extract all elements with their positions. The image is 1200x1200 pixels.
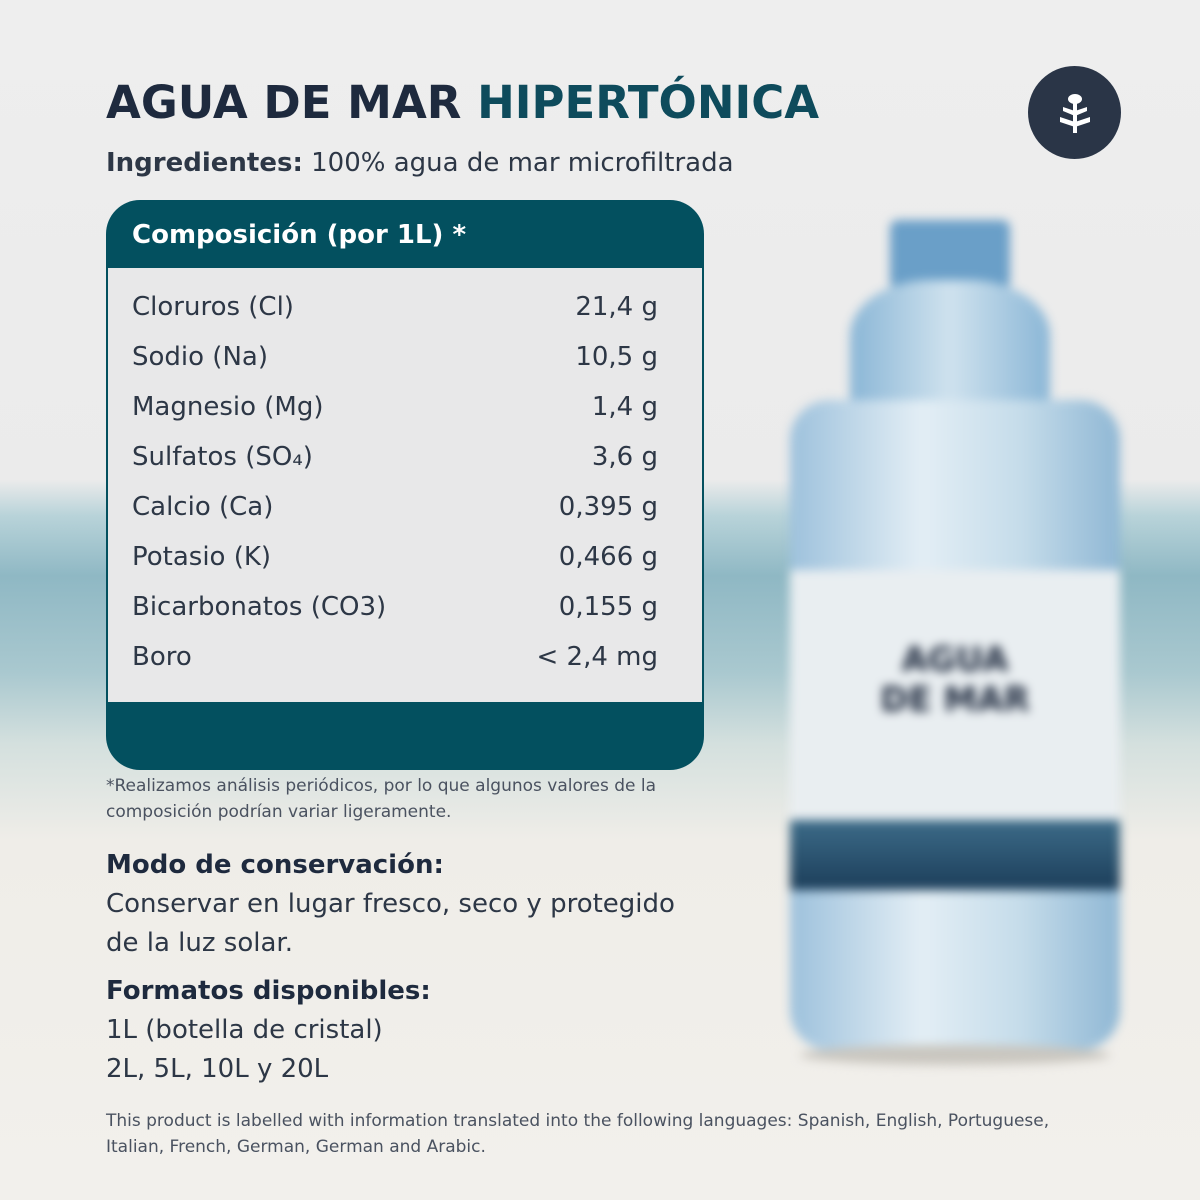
composition-row: Bicarbonatos (CO3) 0,155 g <box>132 592 658 642</box>
ingredients-value: 100% agua de mar microfiltrada <box>311 148 734 178</box>
nutrient-value: 10,5 g <box>575 342 658 372</box>
analysis-note: *Realizamos análisis periódicos, por lo … <box>106 776 657 822</box>
composition-row: Potasio (K) 0,466 g <box>132 542 658 592</box>
formats-section: Formatos disponibles: 1L (botella de cri… <box>106 972 431 1089</box>
composition-table: Composición (por 1L) * Cloruros (Cl) 21,4… <box>106 200 704 770</box>
nutrient-name: Calcio (Ca) <box>132 492 274 522</box>
conservation-section: Modo de conservación: Conservar en lugar… <box>106 846 706 963</box>
nutrient-value: 21,4 g <box>575 292 658 322</box>
nutrient-value: < 2,4 mg <box>536 642 659 672</box>
nutrient-name: Sodio (Na) <box>132 342 268 372</box>
conservation-title: Modo de conservación: <box>106 850 444 880</box>
composition-row: Sodio (Na) 10,5 g <box>132 342 658 392</box>
formats-title: Formatos disponibles: <box>106 976 431 1006</box>
nutrient-name: Boro <box>132 642 192 672</box>
formats-line2: 2L, 5L, 10L y 20L <box>106 1054 329 1084</box>
page-title: AGUA DE MAR HIPERTÓNICA <box>106 76 819 129</box>
ingredients-label: Ingredientes: <box>106 148 303 178</box>
composition-header: Composición (por 1L) * <box>132 220 467 250</box>
composition-row: Calcio (Ca) 0,395 g <box>132 492 658 542</box>
nutrient-value: 0,155 g <box>558 592 658 622</box>
nutrient-value: 0,395 g <box>558 492 658 522</box>
nutrient-name: Potasio (K) <box>132 542 272 572</box>
formats-line1: 1L (botella de cristal) <box>106 1015 383 1045</box>
composition-row: Sulfatos (SO₄) 3,6 g <box>132 442 658 492</box>
nutrient-value: 3,6 g <box>591 442 658 472</box>
nutrient-value: 0,466 g <box>558 542 658 572</box>
title-part1: AGUA DE MAR <box>106 76 462 129</box>
tree-leaf-icon <box>1028 66 1121 159</box>
ingredients: Ingredientes: 100% agua de mar microfilt… <box>106 148 734 178</box>
composition-row: Cloruros (Cl) 21,4 g <box>132 292 658 342</box>
composition-row: Magnesio (Mg) 1,4 g <box>132 392 658 442</box>
nutrient-name: Sulfatos (SO₄) <box>132 442 313 472</box>
nutrient-name: Bicarbonatos (CO3) <box>132 592 387 622</box>
composition-row: Boro < 2,4 mg <box>132 642 658 692</box>
nutrient-value: 1,4 g <box>591 392 658 422</box>
conservation-text: Conservar en lugar fresco, seco y proteg… <box>106 889 675 958</box>
product-bottle-image: AGUA DE MAR <box>790 220 1120 1070</box>
nutrient-name: Cloruros (Cl) <box>132 292 294 322</box>
nutrient-name: Magnesio (Mg) <box>132 392 324 422</box>
language-footer: This product is labelled with informatio… <box>106 1111 1050 1157</box>
title-part2: HIPERTÓNICA <box>477 76 820 129</box>
